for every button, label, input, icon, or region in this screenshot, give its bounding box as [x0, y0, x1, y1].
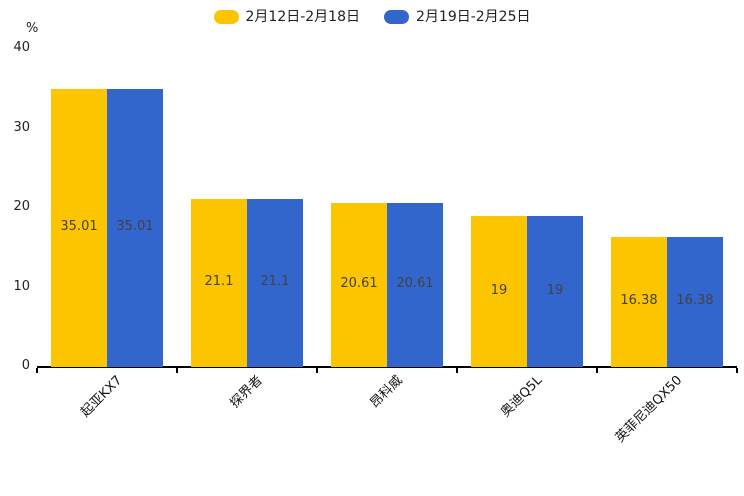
- y-tick-label: 30: [13, 119, 30, 135]
- bar-series-1: [191, 199, 247, 367]
- bar-series-2: [247, 199, 303, 367]
- x-category-label: 昂科威: [367, 373, 406, 412]
- bar-series-1: [471, 216, 527, 367]
- bar-value-label: 35.01: [116, 219, 154, 234]
- y-tick-label: 0: [21, 358, 30, 373]
- bar-value-label: 19: [546, 282, 564, 298]
- legend: 2月12日-2月18日 2月19日-2月25日: [0, 6, 744, 28]
- bar-series-1: [51, 89, 107, 367]
- bar-series-2: [667, 237, 723, 367]
- bar-value-label: 20.61: [340, 276, 378, 291]
- legend-label-series-1: 2月12日-2月18日: [245, 9, 361, 25]
- bar-value-label: 16.38: [620, 293, 658, 308]
- bar-value-label: 21.1: [260, 274, 290, 289]
- bar-value-label: 20.61: [396, 276, 434, 291]
- y-tick-label: 40: [13, 40, 30, 55]
- bar-series-1: [331, 203, 387, 367]
- x-axis-line: [37, 366, 737, 368]
- x-category-label: 探界者: [227, 373, 266, 412]
- legend-item-series-1[interactable]: 2月12日-2月18日: [213, 9, 361, 25]
- bar-value-label: 19: [490, 282, 508, 298]
- bar-value-label: 35.01: [60, 219, 98, 234]
- y-axis-unit-label: %: [26, 21, 39, 36]
- x-axis-tick: [456, 368, 458, 373]
- bar-series-2: [387, 203, 443, 367]
- x-axis-tick: [596, 368, 598, 373]
- legend-swatch-blue-icon: [384, 10, 409, 24]
- legend-item-series-2[interactable]: 2月19日-2月25日: [384, 10, 531, 24]
- bar-value-label: 21.1: [204, 274, 234, 289]
- x-axis-tick: [176, 368, 178, 373]
- bar-series-1: [611, 237, 667, 367]
- bar-value-label: 16.38: [676, 293, 714, 308]
- legend-swatch-yellow-icon: [213, 10, 239, 24]
- x-axis-tick: [316, 368, 318, 373]
- x-axis-tick: [36, 368, 38, 373]
- x-axis-tick: [736, 368, 738, 373]
- x-category-label: 起亚KX7: [78, 373, 126, 421]
- x-category-label: 奥迪Q5L: [498, 373, 546, 421]
- x-category-label: 英菲尼迪QX50: [612, 373, 686, 446]
- bar-series-2: [107, 89, 163, 367]
- y-tick-label: 20: [13, 199, 30, 214]
- bar-series-2: [527, 216, 583, 367]
- legend-label-series-2: 2月19日-2月25日: [416, 9, 531, 25]
- y-tick-label: 10: [13, 278, 30, 294]
